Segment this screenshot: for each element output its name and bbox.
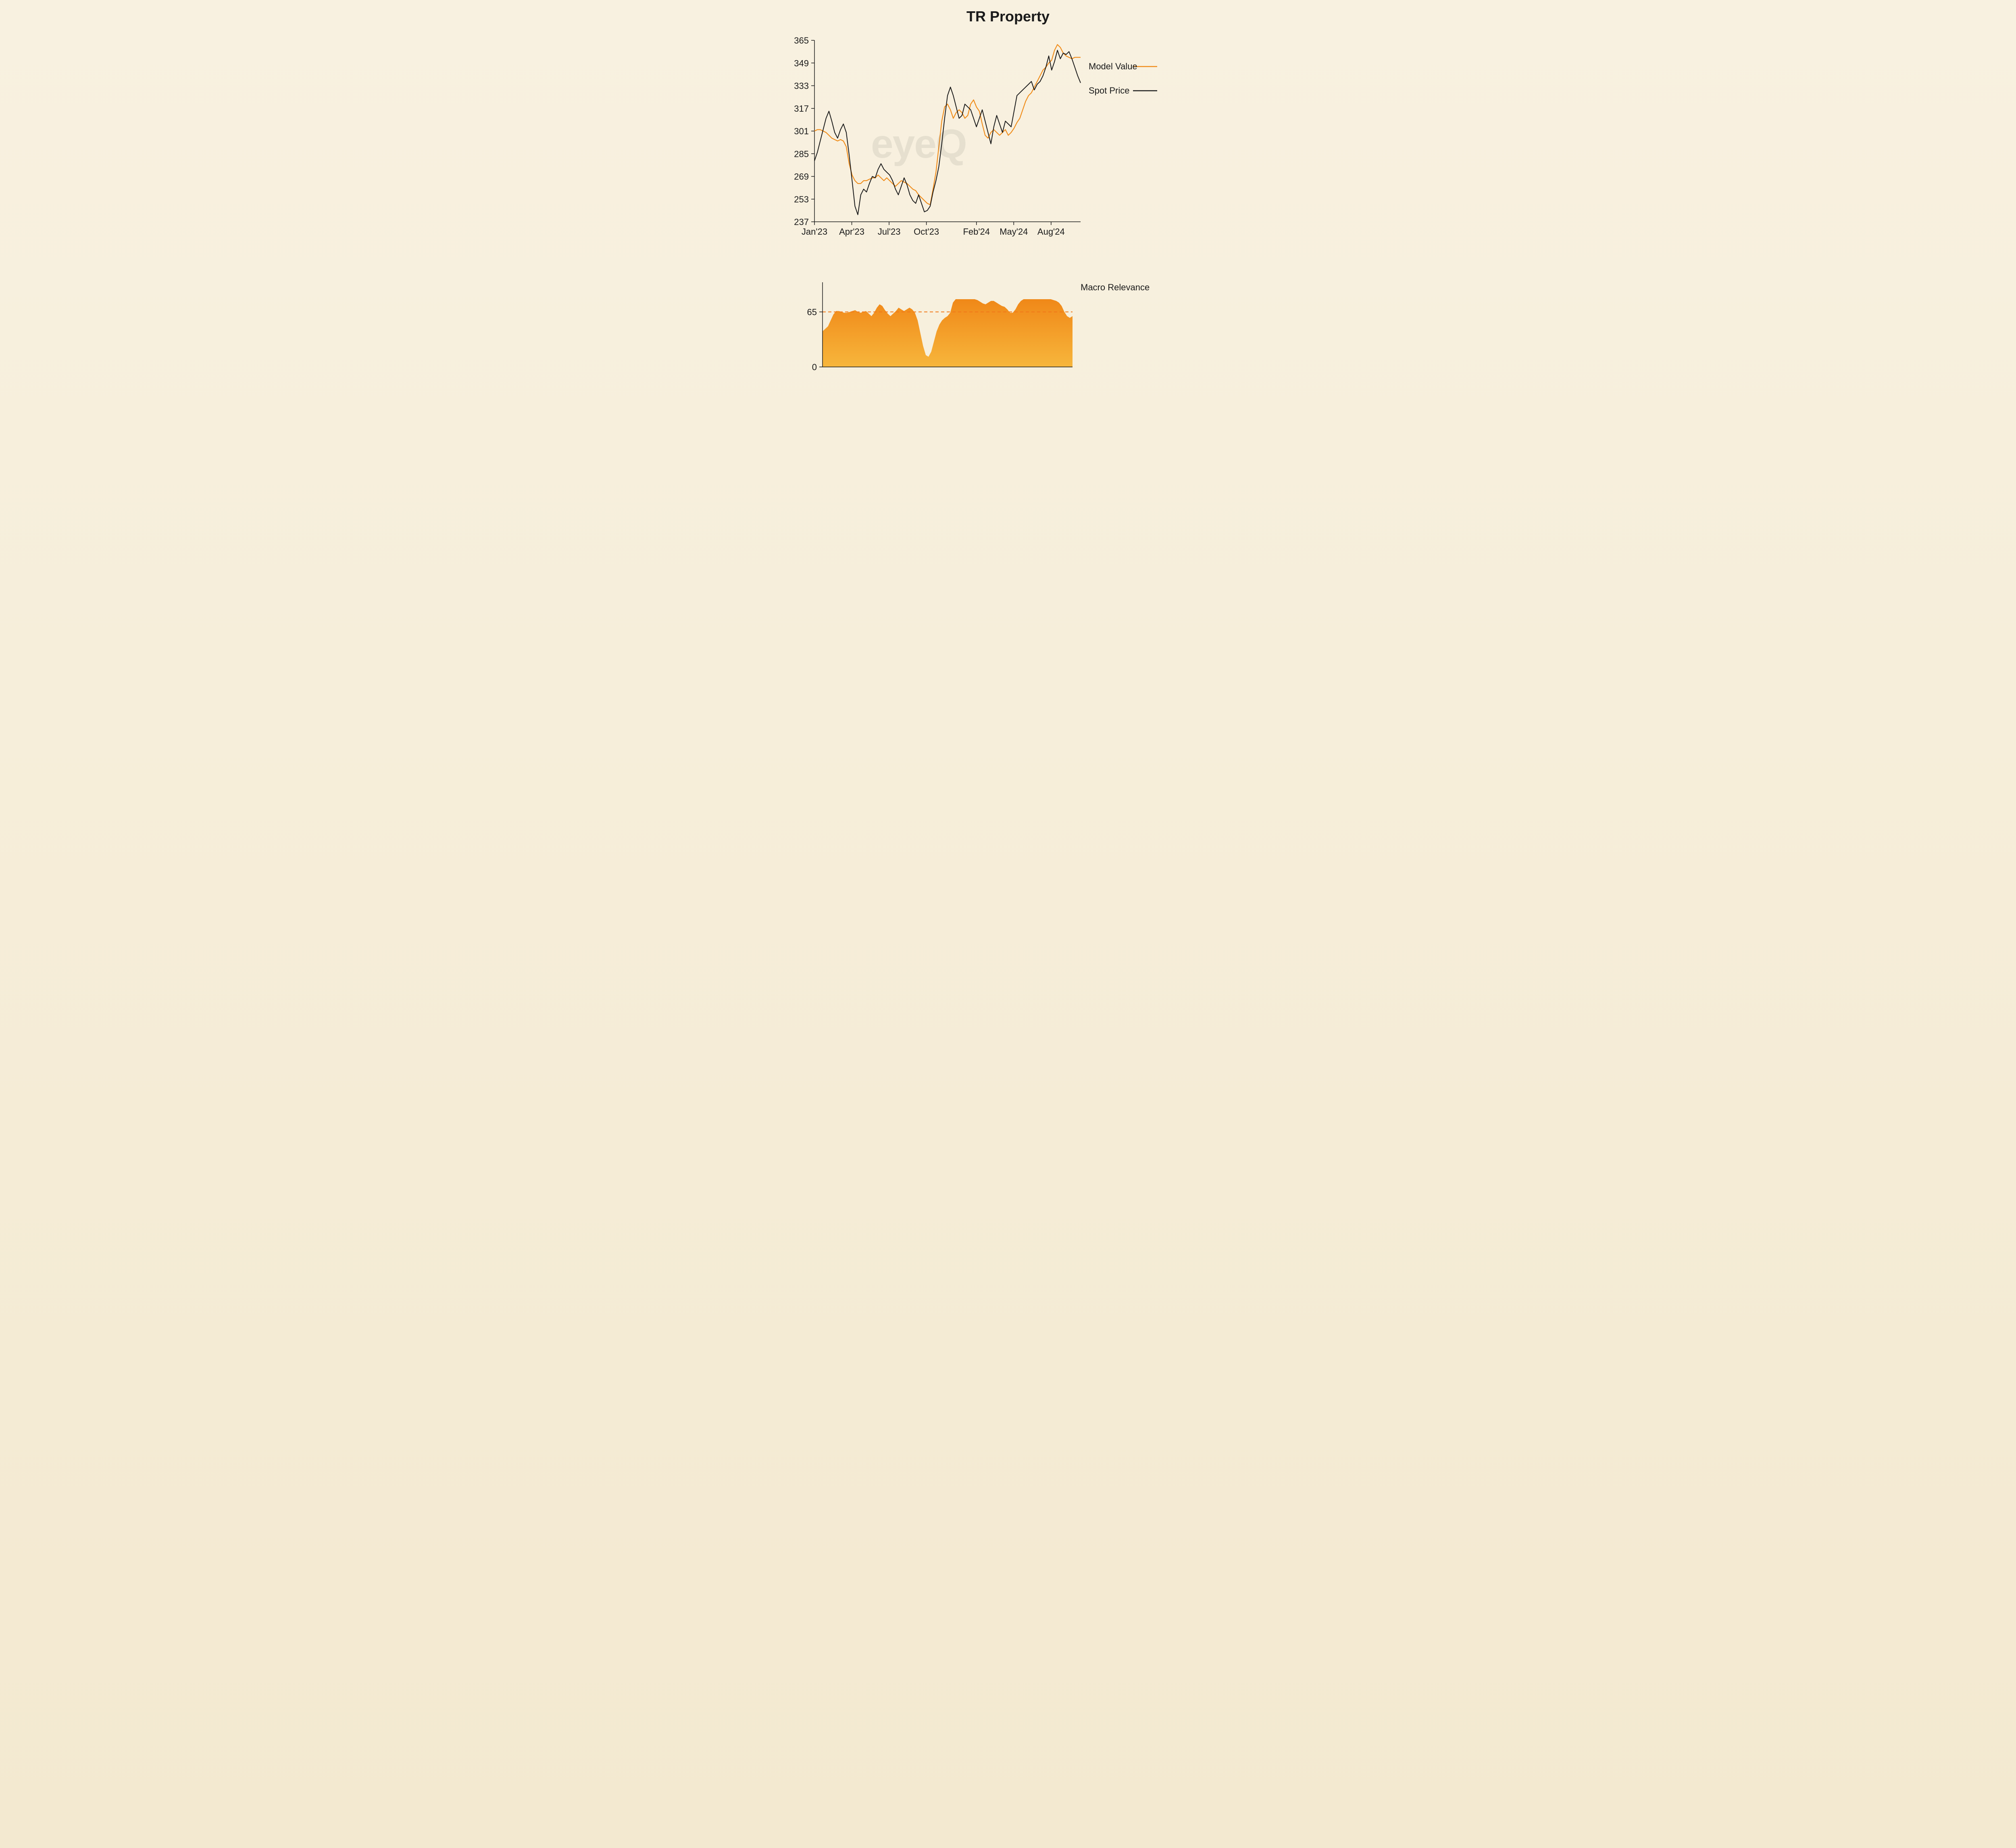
svg-text:333: 333 xyxy=(794,81,809,91)
chart-title: TR Property xyxy=(766,8,1250,25)
svg-text:285: 285 xyxy=(794,149,809,159)
legend-model-value: Model Value xyxy=(1089,61,1137,71)
svg-text:May'24: May'24 xyxy=(1000,227,1028,237)
legend-macro-relevance: Macro Relevance xyxy=(1081,282,1150,292)
chart-container: TR Property eyeQ 237 253 269 285 301 317 333 34… xyxy=(766,0,1250,387)
svg-text:317: 317 xyxy=(794,104,809,114)
legend-spot-price: Spot Price xyxy=(1089,85,1130,96)
svg-text:65: 65 xyxy=(807,307,817,317)
svg-text:Jan'23: Jan'23 xyxy=(802,227,827,237)
svg-text:Apr'23: Apr'23 xyxy=(839,227,864,237)
svg-text:Feb'24: Feb'24 xyxy=(963,227,990,237)
svg-text:349: 349 xyxy=(794,58,809,68)
watermark: eyeQ xyxy=(871,121,966,167)
svg-text:253: 253 xyxy=(794,194,809,204)
svg-text:Oct'23: Oct'23 xyxy=(914,227,939,237)
macro-area-chart: 0 65 Macro Relevance xyxy=(766,274,1250,379)
svg-text:Jul'23: Jul'23 xyxy=(878,227,901,237)
macro-area xyxy=(823,299,1073,367)
svg-text:237: 237 xyxy=(794,217,809,227)
svg-text:269: 269 xyxy=(794,172,809,182)
svg-text:365: 365 xyxy=(794,35,809,46)
main-line-chart: 237 253 269 285 301 317 333 349 365 Jan'23 Apr'23 J… xyxy=(766,28,1250,254)
svg-text:301: 301 xyxy=(794,126,809,136)
svg-text:Aug'24: Aug'24 xyxy=(1037,227,1065,237)
svg-text:0: 0 xyxy=(812,362,817,372)
